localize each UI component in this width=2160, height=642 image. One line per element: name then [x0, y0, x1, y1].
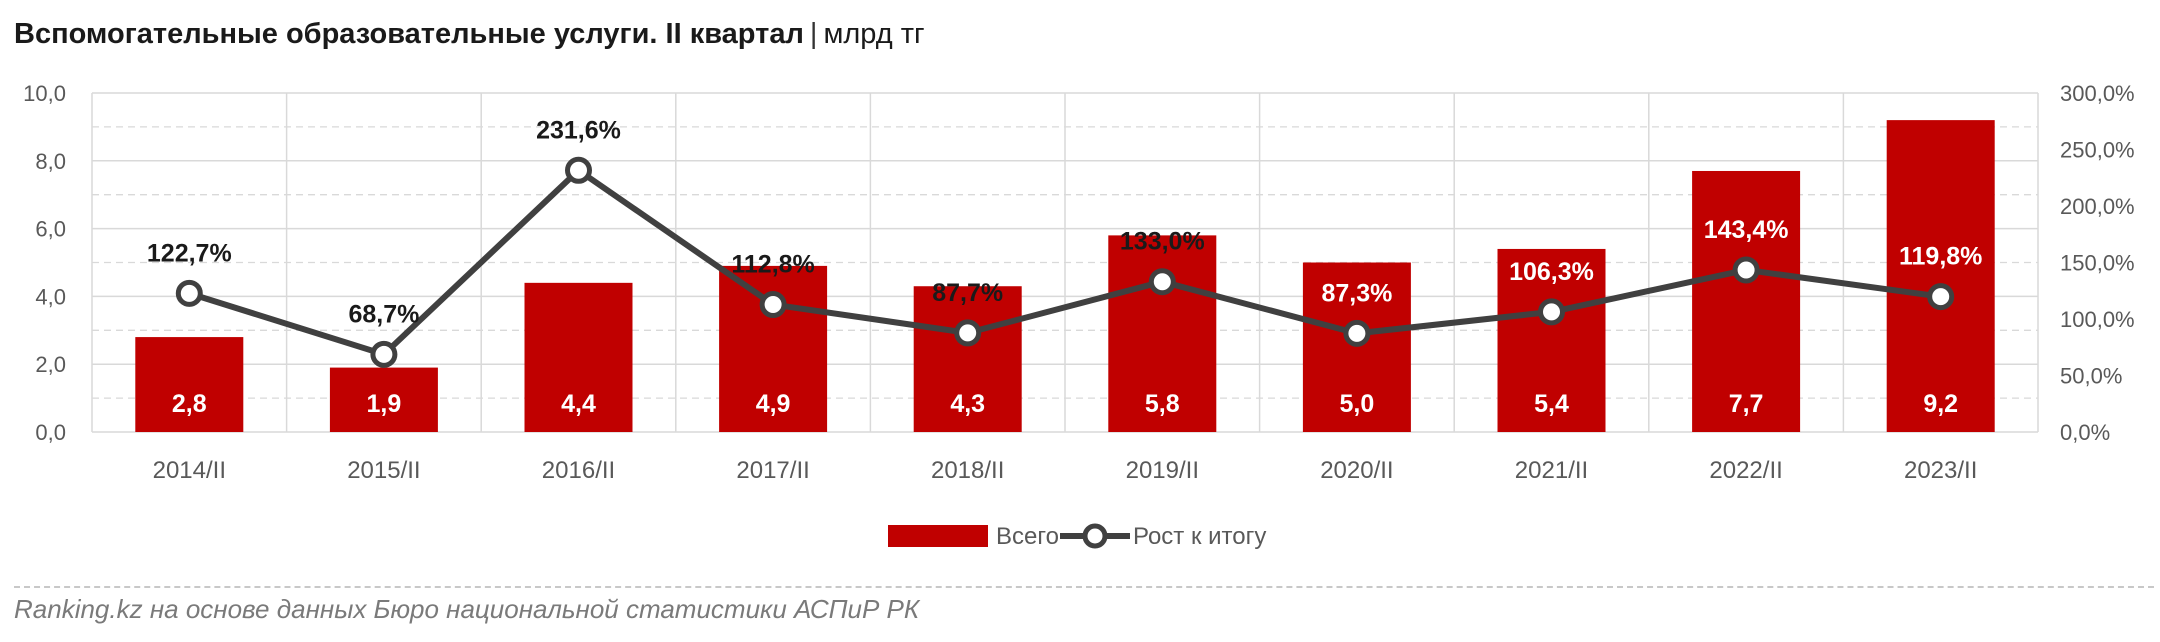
footer-divider: [14, 586, 2154, 588]
bar: [135, 337, 244, 432]
bar-value-label: 5,8: [1145, 390, 1180, 418]
growth-value-label: 87,3%: [1321, 279, 1392, 307]
bar: [913, 286, 1022, 432]
bar-value-label: 5,0: [1340, 390, 1375, 418]
left-axis-tick-label: 8,0: [35, 149, 66, 174]
chart-unit: млрд тг: [823, 18, 925, 50]
bar: [1886, 120, 1995, 433]
bar-series: 2,8 1,9 4,4 4,9 4,3 5,8 5,0 5,4 7,7 9,2: [135, 120, 1995, 433]
bar: [329, 367, 438, 432]
bar: [1497, 248, 1606, 432]
title-separator: |: [809, 18, 818, 50]
growth-point: [175, 279, 203, 307]
growth-point: [1732, 256, 1760, 284]
right-axis-tick-label: 100,0%: [2060, 307, 2135, 332]
right-axis-tick-label: 250,0%: [2060, 138, 2135, 163]
left-axis-tick-label: 2,0: [35, 352, 66, 377]
growth-point: [1343, 319, 1371, 347]
combo-chart: 2,8 1,9 4,4 4,9 4,3 5,8 5,0 5,4 7,7 9,2 122,7% 68,…: [23, 81, 2134, 550]
left-axis-tick-label: 4,0: [35, 284, 66, 309]
category-label: 2020/II: [1320, 457, 1393, 484]
category-label: 2019/II: [1126, 457, 1199, 484]
category-label: 2018/II: [931, 457, 1004, 484]
growth-value-label: 143,4%: [1704, 216, 1789, 244]
bar-value-label: 5,4: [1534, 390, 1569, 418]
growth-point: [565, 156, 592, 184]
category-label: 2021/II: [1515, 457, 1588, 484]
chart-title: Вспомогательные образовательные услуги. …: [14, 18, 925, 51]
right-axis-tick-label: 0,0%: [2060, 420, 2110, 445]
growth-line: [188, 167, 1942, 358]
legend: Всего Рост к итогу: [888, 523, 1266, 550]
growth-value-label: 119,8%: [1899, 243, 1982, 271]
legend-label-bar: Всего: [996, 523, 1059, 550]
growth-value-label: 68,7%: [348, 300, 419, 328]
left-axis-tick-label: 10,0: [23, 81, 66, 106]
growth-point: [1927, 283, 1955, 311]
category-label: 2015/II: [347, 457, 420, 484]
chart-title-main: Вспомогательные образовательные услуги. …: [14, 18, 804, 50]
growth-value-label: 122,7%: [147, 239, 232, 267]
legend-swatch-marker: [1082, 523, 1108, 549]
left-axis-tick-label: 0,0: [35, 420, 66, 445]
right-axis-tick-label: 300,0%: [2060, 81, 2135, 106]
growth-point: [759, 291, 787, 319]
legend-swatch-bar: [888, 525, 988, 547]
bar: [524, 282, 633, 432]
category-label: 2023/II: [1904, 457, 1977, 484]
growth-value-label: 112,8%: [731, 251, 814, 279]
axes: 0,0 2,0 4,0 6,0 8,0 10,0 0,0% 50,0% 100,0% 150,0%…: [23, 81, 2134, 484]
category-label: 2014/II: [153, 457, 226, 484]
growth-value-label: 133,0%: [1120, 228, 1205, 256]
growth-point: [954, 319, 982, 347]
category-label: 2016/II: [542, 457, 615, 484]
growth-point: [1538, 298, 1565, 326]
bar-value-label: 1,9: [367, 390, 402, 418]
bar-value-label: 9,2: [1923, 390, 1958, 418]
bar-value-label: 4,9: [756, 390, 791, 418]
bar-value-label: 7,7: [1729, 390, 1764, 418]
category-label: 2017/II: [736, 457, 809, 484]
growth-value-label: 231,6%: [536, 116, 621, 144]
bar: [1692, 170, 1801, 432]
bar: [1302, 262, 1411, 432]
category-label: 2022/II: [1709, 457, 1782, 484]
right-axis-tick-label: 150,0%: [2060, 251, 2135, 276]
bar-value-label: 2,8: [172, 390, 207, 418]
bar-value-label: 4,4: [561, 390, 596, 418]
line-series: 122,7% 68,7% 231,6% 112,8% 87,7% 133,0% 87,3% 1…: [147, 116, 1982, 368]
right-axis-tick-label: 200,0%: [2060, 194, 2135, 219]
bar: [1108, 235, 1217, 432]
growth-value-label: 106,3%: [1509, 258, 1594, 286]
right-axis-tick-label: 50,0%: [2060, 364, 2122, 389]
source-note: Ranking.kz на основе данных Бюро национа…: [14, 594, 920, 624]
bar-value-label: 4,3: [950, 390, 985, 418]
growth-value-label: 87,7%: [932, 279, 1003, 307]
left-axis-tick-label: 6,0: [35, 217, 66, 242]
legend-label-line: Рост к итогу: [1133, 523, 1266, 550]
growth-point: [1148, 268, 1176, 296]
growth-point: [370, 340, 398, 368]
